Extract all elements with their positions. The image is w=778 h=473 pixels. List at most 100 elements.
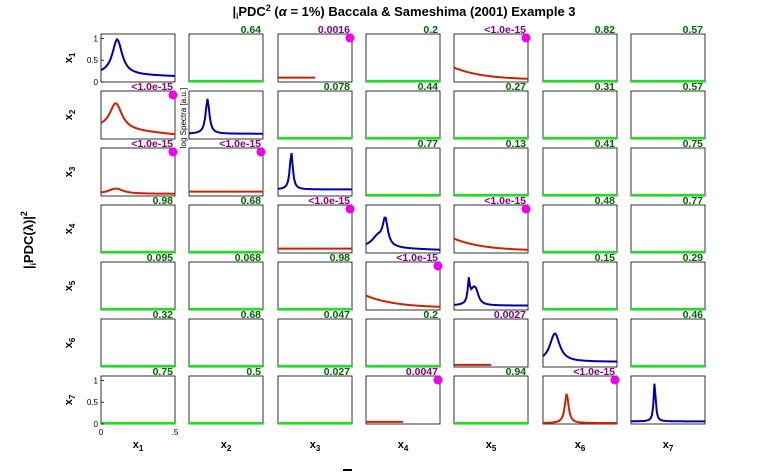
panel-r4-c2 (188, 204, 264, 254)
panel-r6-c4 (365, 318, 441, 368)
panel-r7-c3 (277, 375, 353, 425)
panel-r2-c3 (277, 90, 353, 140)
col-label-1: x1 (133, 439, 144, 453)
panel-grid: 00.510.64 0.0016 0.2 <1.0e-15 0.82 0.57x1<1.0… (63, 24, 706, 453)
spectrum-line-1-c1 (100, 37, 176, 77)
panel-r5-c3 (277, 261, 353, 311)
panel-r6-c3 (277, 318, 353, 368)
p-value-r2-c7: 0.57 (683, 81, 704, 93)
row-label-3: x3 (63, 166, 77, 177)
p-value-r6-c7: 0.46 (683, 309, 704, 321)
y-tick-label: 0 (94, 78, 99, 87)
x-tick-label: 0 (99, 428, 104, 437)
significance-marker (610, 375, 620, 385)
panel-r4-c6 (542, 204, 618, 254)
panel-r5-c2 (188, 261, 264, 311)
panel-r5-c7 (630, 261, 706, 311)
p-value-r4-c2: 0.68 (241, 195, 262, 207)
panel-r3-c2 (188, 147, 264, 197)
significance-marker (168, 147, 178, 157)
panel-r5-c6 (542, 261, 618, 311)
p-value-r1-c6: 0.82 (595, 24, 616, 36)
p-value-r2-c3: 0.078 (324, 81, 350, 93)
row-label-5: x5 (63, 280, 77, 291)
p-value-r3-c2: <1.0e-15 (219, 138, 261, 150)
chart-title: |iPDC2 (α = 1%) Baccala & Sameshima (200… (232, 3, 575, 21)
spectrum-line-2-c2 (188, 98, 263, 135)
panel-r1-c2 (188, 33, 264, 83)
panel-r4-c4 (365, 204, 441, 254)
pdc-line-r1-c5 (453, 66, 529, 80)
panel-r6-c1 (100, 318, 176, 368)
p-value-r5-c2: 0.068 (235, 252, 261, 264)
panel-r5-c4 (365, 261, 441, 311)
panel-r3-c6 (542, 147, 618, 197)
panel-r6-c2 (188, 318, 264, 368)
panel-r1-c1 (100, 33, 176, 83)
p-value-r3-c5: 0.13 (506, 138, 527, 150)
p-value-r3-c4: 0.77 (418, 138, 439, 150)
pdc-line-r7-c6 (542, 393, 617, 425)
col-label-3: x3 (310, 439, 321, 453)
pdc-line-r5-c4 (365, 294, 441, 308)
spectrum-line-6-c6 (542, 332, 618, 363)
p-value-r1-c2: 0.64 (241, 24, 262, 36)
p-value-r7-c5: 0.94 (506, 366, 527, 378)
p-value-r6-c2: 0.68 (241, 309, 262, 321)
panel-r1-c7 (630, 33, 706, 83)
significance-marker (433, 261, 443, 271)
p-value-r4-c5: <1.0e-15 (484, 195, 526, 207)
panel-r6-c5 (453, 318, 529, 368)
p-value-r7-c4: 0.0047 (406, 366, 438, 378)
col-label-5: x5 (486, 439, 497, 453)
panel-r5-c1 (100, 261, 176, 311)
p-value-r1-c5: <1.0e-15 (484, 24, 526, 36)
p-value-r1-c3: 0.0016 (318, 24, 350, 36)
spectra-axis-label: log Spectra [a.u.] (179, 88, 188, 148)
y-axis-label: |iPDC(λ)|2 (19, 211, 38, 269)
panel-r1-c5 (453, 33, 529, 83)
p-value-r6-c4: 0.2 (423, 309, 438, 321)
spectrum-line-7-c7 (630, 383, 705, 423)
p-value-r5-c1: 0.095 (147, 252, 173, 264)
significance-marker (521, 33, 531, 43)
panel-r7-c2 (188, 375, 264, 425)
p-value-r5-c6: 0.15 (595, 252, 616, 264)
significance-marker (168, 90, 178, 100)
panel-r2-c6 (542, 90, 618, 140)
panel-r6-c6 (542, 318, 618, 368)
x-tick-label: .5 (172, 428, 179, 437)
panel-r7-c5 (453, 375, 529, 425)
significance-marker (521, 204, 531, 214)
panel-r1-c6 (542, 33, 618, 83)
row-label-6: x6 (63, 337, 77, 348)
panel-r4-c1 (100, 204, 176, 254)
p-value-r3-c7: 0.75 (683, 138, 704, 150)
p-value-r6-c3: 0.047 (324, 309, 350, 321)
spectrum-line-4-c4 (365, 216, 441, 251)
panel-r2-c7 (630, 90, 706, 140)
row-label-4: x4 (63, 223, 77, 234)
panel-r1-c4 (365, 33, 441, 83)
y-tick-label: 0.5 (87, 398, 99, 407)
p-value-r2-c6: 0.31 (595, 81, 616, 93)
y-tick-label: 1 (94, 34, 99, 43)
panel-r7-c7 (630, 375, 706, 425)
pdc-line-r2-c1 (100, 102, 176, 136)
panel-r2-c5 (453, 90, 529, 140)
p-value-r3-c1: <1.0e-15 (131, 138, 173, 150)
bottom-dash (343, 469, 352, 471)
panel-r1-c3 (277, 33, 353, 83)
spectrum-line-5-c5 (453, 277, 528, 307)
p-value-r2-c4: 0.44 (418, 81, 439, 93)
p-value-r4-c7: 0.77 (683, 195, 704, 207)
p-value-r3-c6: 0.41 (595, 138, 616, 150)
p-value-r7-c6: <1.0e-15 (573, 366, 615, 378)
panel-r2-c4 (365, 90, 441, 140)
panel-r4-c5 (453, 204, 529, 254)
p-value-r6-c5: 0.0027 (494, 309, 526, 321)
spectrum-line-3-c3 (277, 152, 352, 191)
pdc-line-r3-c1 (100, 187, 175, 195)
y-tick-label: 1 (94, 376, 99, 385)
